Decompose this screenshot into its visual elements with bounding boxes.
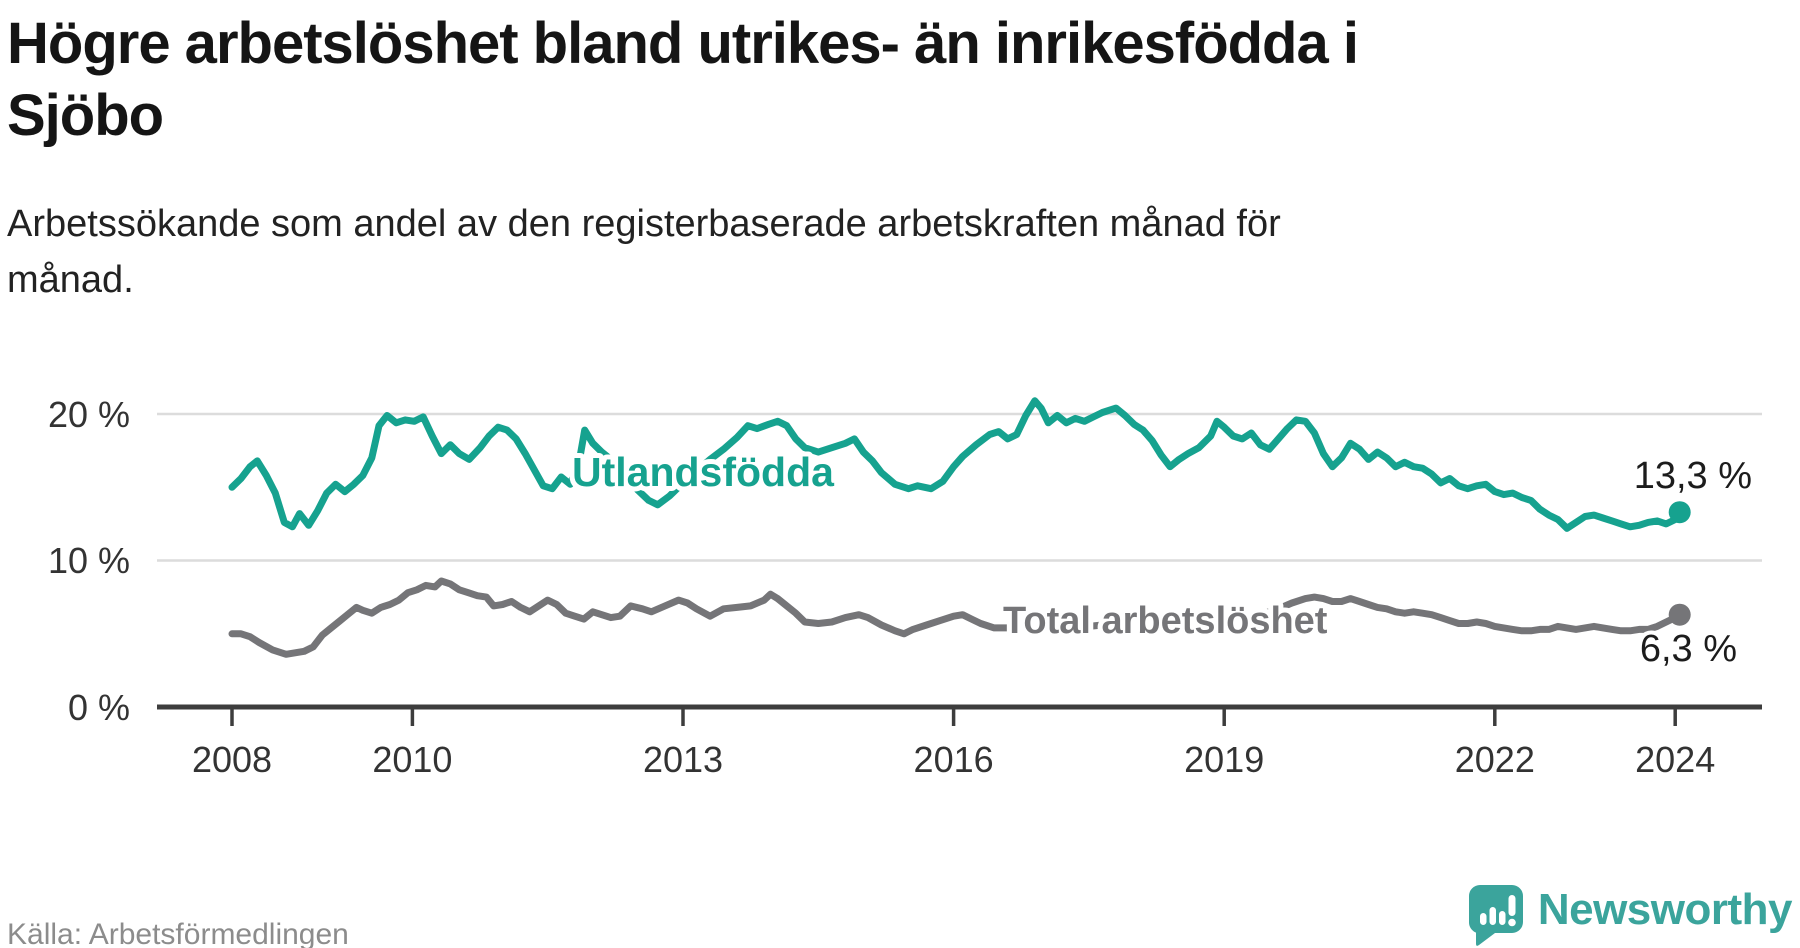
source-attribution: Källa: Arbetsförmedlingen [7, 918, 349, 948]
x-axis-label: 2016 [914, 739, 994, 780]
page-title: Högre arbetslöshet bland utrikes- än inr… [7, 8, 1359, 152]
title-line-1: Högre arbetslöshet bland utrikes- än inr… [7, 11, 1359, 76]
brand-name: Newsworthy [1537, 885, 1793, 934]
subtitle-line-1: Arbetssökande som andel av den registerb… [7, 203, 1281, 245]
end-value-total-arbetsloshet: 6,3 % [1640, 628, 1737, 670]
end-dot-total-arbetsloshet [1668, 603, 1691, 626]
x-axis-ticks [230, 709, 1677, 726]
end-value-utlandsfodda: 13,3 % [1634, 455, 1752, 497]
x-axis-label: 2010 [372, 739, 452, 780]
line-utlandsfodda [228, 397, 1684, 532]
x-axis-labels: 2008 2010 2013 2016 2019 2022 2024 [192, 739, 1715, 780]
subtitle-line-2: månad. [7, 259, 134, 301]
x-axis-label: 2024 [1635, 739, 1715, 780]
line-total-arbetsloshet [228, 577, 1684, 658]
x-axis-label: 2008 [192, 739, 272, 780]
gridlines [157, 412, 1762, 562]
title-line-2: Sjöbo [7, 83, 164, 148]
y-axis-label-20: 20 % [48, 394, 130, 435]
y-axis-label-0: 0 % [68, 687, 130, 728]
x-axis-label: 2019 [1184, 739, 1264, 780]
x-axis-label: 2022 [1455, 739, 1535, 780]
end-dot-utlandsfodda [1668, 501, 1691, 524]
newsworthy-logo: Newsworthy [1468, 884, 1793, 948]
chart-subtitle: Arbetssökande som andel av den registerb… [7, 196, 1281, 308]
series-label-total-arbetsloshet: Total arbetslöshet [1003, 600, 1328, 642]
series-label-utlandsfodda: Utlandsfödda [572, 449, 835, 495]
x-axis-label: 2013 [643, 739, 723, 780]
newsworthy-speech-bubble-bar-chart-icon [1468, 885, 1523, 946]
y-axis-label-10: 10 % [48, 540, 130, 581]
